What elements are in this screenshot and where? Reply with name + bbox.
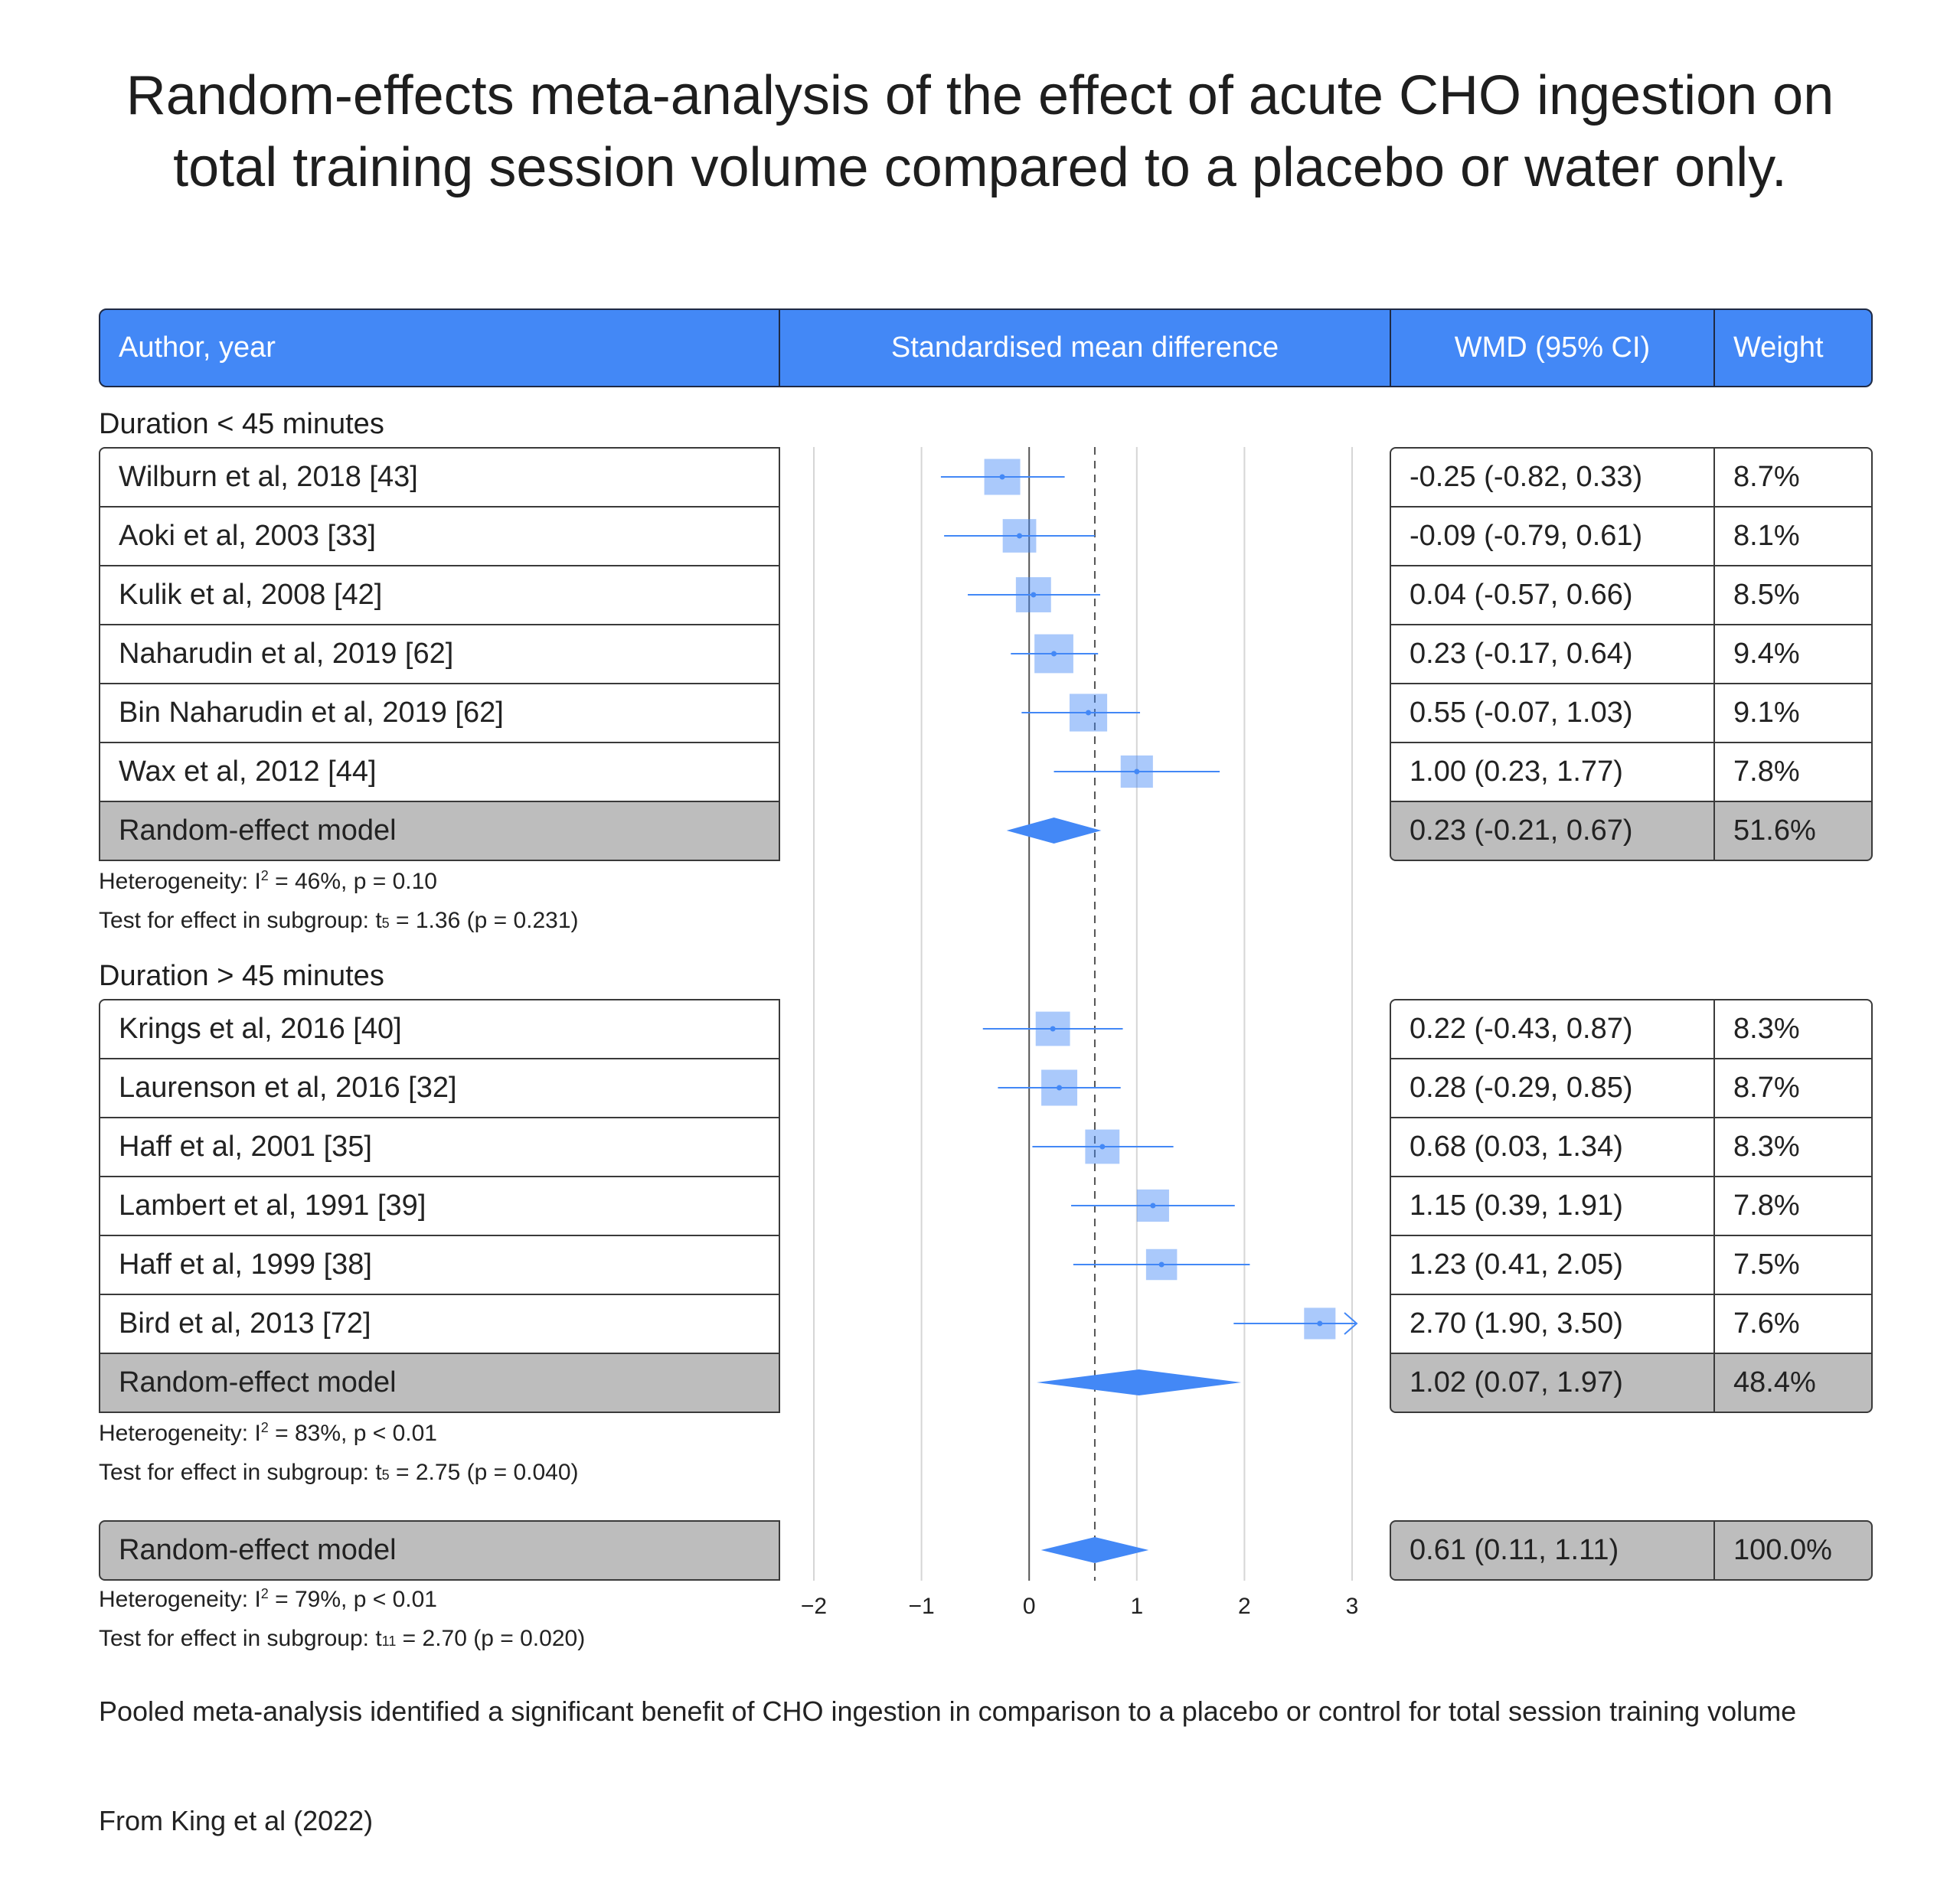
study-weight-cell: 9.4% bbox=[1713, 624, 1873, 684]
study-point bbox=[1031, 592, 1037, 598]
study-point bbox=[1057, 1085, 1063, 1091]
model-weight-cell: 51.6% bbox=[1713, 801, 1873, 861]
study-ci-cell: 1.15 (0.39, 1.91) bbox=[1390, 1176, 1715, 1236]
subgroup-pooled-diamond bbox=[1006, 818, 1102, 844]
study-weight-cell: 8.5% bbox=[1713, 565, 1873, 625]
study-ci-cell: 1.00 (0.23, 1.77) bbox=[1390, 742, 1715, 802]
x-tick-label: −1 bbox=[908, 1594, 934, 1619]
study-point bbox=[1099, 1144, 1106, 1150]
model-name-cell: Random-effect model bbox=[99, 1353, 780, 1413]
study-point bbox=[1134, 769, 1140, 775]
study-weight-cell: 7.5% bbox=[1713, 1235, 1873, 1295]
study-ci-cell: -0.09 (-0.79, 0.61) bbox=[1390, 506, 1715, 566]
group-label: Duration > 45 minutes bbox=[99, 960, 384, 992]
study-name-cell: Haff et al, 1999 [38] bbox=[99, 1235, 780, 1295]
study-ci-cell: 2.70 (1.90, 3.50) bbox=[1390, 1294, 1715, 1354]
study-weight-cell: 8.3% bbox=[1713, 1117, 1873, 1177]
study-name-cell: Kulik et al, 2008 [42] bbox=[99, 565, 780, 625]
x-tick-label: 0 bbox=[1023, 1594, 1036, 1619]
study-name-cell: Wax et al, 2012 [44] bbox=[99, 742, 780, 802]
study-point bbox=[999, 474, 1005, 480]
model-name-cell: Random-effect model bbox=[99, 801, 780, 861]
source-text: From King et al (2022) bbox=[99, 1805, 374, 1836]
study-weight-cell: 7.8% bbox=[1713, 742, 1873, 802]
study-ci-cell: 0.68 (0.03, 1.34) bbox=[1390, 1117, 1715, 1177]
study-ci-cell: 0.22 (-0.43, 0.87) bbox=[1390, 999, 1715, 1059]
heterogeneity-note: Heterogeneity: I2 = 83%, p < 0.01 bbox=[99, 1420, 437, 1446]
header-author: Author, year bbox=[99, 308, 780, 387]
ci-arrow bbox=[1344, 1312, 1358, 1335]
study-weight-cell: 7.8% bbox=[1713, 1176, 1873, 1236]
x-tick-label: −2 bbox=[801, 1594, 827, 1619]
study-ci-cell: 0.23 (-0.17, 0.64) bbox=[1390, 624, 1715, 684]
overall-pooled-diamond bbox=[1040, 1537, 1149, 1563]
x-tick-label: 3 bbox=[1346, 1594, 1359, 1619]
study-ci-cell: 0.55 (-0.07, 1.03) bbox=[1390, 683, 1715, 743]
subgroup-test-note: Test for effect in subgroup: t11 = 2.70 … bbox=[99, 1626, 586, 1651]
header-author-label: Author, year bbox=[119, 331, 276, 364]
study-point bbox=[1050, 1026, 1056, 1032]
header-weight: Weight bbox=[1713, 308, 1873, 387]
study-name-cell: Bin Naharudin et al, 2019 [62] bbox=[99, 683, 780, 743]
study-weight-cell: 8.3% bbox=[1713, 999, 1873, 1059]
x-tick-label: 2 bbox=[1238, 1594, 1251, 1619]
study-point bbox=[1158, 1261, 1165, 1268]
subgroup-test-note: Test for effect in subgroup: t5 = 2.75 (… bbox=[99, 1460, 579, 1485]
header-wmd: WMD (95% CI) bbox=[1390, 308, 1715, 387]
group-label: Duration < 45 minutes bbox=[99, 408, 384, 440]
header-smd-label: Standardised mean difference bbox=[890, 331, 1279, 364]
overall-model-name-cell: Random-effect model bbox=[99, 1520, 780, 1581]
study-name-cell: Krings et al, 2016 [40] bbox=[99, 999, 780, 1059]
study-name-cell: Laurenson et al, 2016 [32] bbox=[99, 1058, 780, 1118]
study-weight-cell: 8.7% bbox=[1713, 447, 1873, 508]
study-ci-cell: 0.28 (-0.29, 0.85) bbox=[1390, 1058, 1715, 1118]
model-ci-cell: 0.23 (-0.21, 0.67) bbox=[1390, 801, 1715, 861]
study-weight-cell: 8.1% bbox=[1713, 506, 1873, 566]
study-weight-cell: 8.7% bbox=[1713, 1058, 1873, 1118]
study-point bbox=[1051, 651, 1057, 657]
study-name-cell: Wilburn et al, 2018 [43] bbox=[99, 447, 780, 508]
model-weight-cell: 48.4% bbox=[1713, 1353, 1873, 1413]
conclusion-text: Pooled meta-analysis identified a signif… bbox=[99, 1696, 1797, 1727]
overall-weight-cell: 100.0% bbox=[1713, 1520, 1873, 1581]
chart-title: Random-effects meta-analysis of the effe… bbox=[126, 65, 1834, 198]
study-point bbox=[1086, 710, 1092, 716]
study-point bbox=[1317, 1320, 1323, 1327]
study-name-cell: Lambert et al, 1991 [39] bbox=[99, 1176, 780, 1236]
header-smd: Standardised mean difference bbox=[779, 308, 1391, 387]
subgroup-pooled-diamond bbox=[1037, 1369, 1242, 1395]
study-name-cell: Haff et al, 2001 [35] bbox=[99, 1117, 780, 1177]
subgroup-test-note: Test for effect in subgroup: t5 = 1.36 (… bbox=[99, 908, 579, 933]
model-ci-cell: 1.02 (0.07, 1.97) bbox=[1390, 1353, 1715, 1413]
study-name-cell: Bird et al, 2013 [72] bbox=[99, 1294, 780, 1354]
study-point bbox=[1017, 533, 1023, 539]
overall-ci-cell: 0.61 (0.11, 1.11) bbox=[1390, 1520, 1715, 1581]
header-weight-label: Weight bbox=[1733, 331, 1824, 364]
study-ci-cell: 1.23 (0.41, 2.05) bbox=[1390, 1235, 1715, 1295]
heterogeneity-note: Heterogeneity: I2 = 46%, p = 0.10 bbox=[99, 868, 437, 894]
header-wmd-label: WMD (95% CI) bbox=[1454, 331, 1651, 364]
study-point bbox=[1150, 1203, 1156, 1209]
x-tick-label: 1 bbox=[1130, 1594, 1143, 1619]
heterogeneity-note: Heterogeneity: I2 = 79%, p < 0.01 bbox=[99, 1586, 437, 1612]
